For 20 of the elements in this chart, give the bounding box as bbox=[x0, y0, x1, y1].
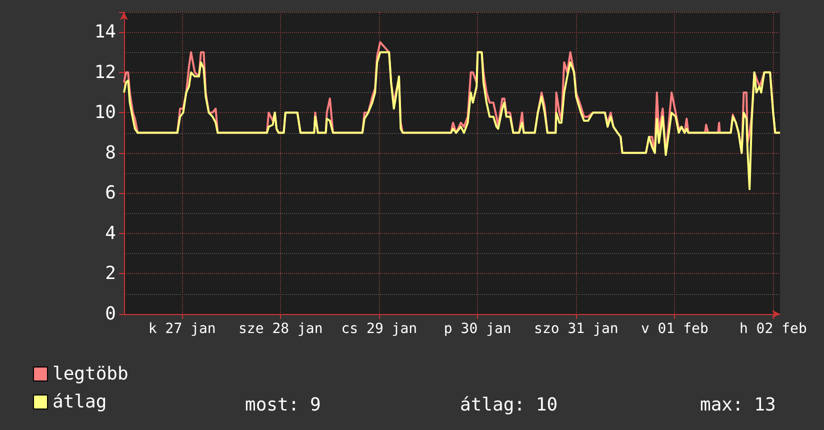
text: most: 9 bbox=[245, 394, 321, 416]
x-tick-label: szo 31 jan bbox=[534, 321, 618, 337]
y-tick-label: 6 bbox=[105, 182, 116, 204]
x-tick-label: v 01 feb bbox=[640, 321, 708, 337]
x-tick-label: h 02 feb bbox=[739, 321, 807, 337]
legend-label: legtöbb bbox=[52, 364, 128, 384]
text: átlag: 10 bbox=[460, 394, 558, 416]
y-tick-label: 4 bbox=[105, 222, 116, 244]
text: max: 13 bbox=[700, 394, 776, 416]
y-tick-label: 12 bbox=[94, 62, 116, 83]
x-tick-label: k 27 jan bbox=[148, 321, 216, 337]
y-tick-label: 14 bbox=[94, 22, 116, 43]
legend-label: átlag bbox=[52, 392, 107, 412]
y-tick-label: 2 bbox=[105, 263, 116, 284]
y-tick-label: 8 bbox=[105, 142, 116, 164]
x-tick-label: p 30 jan bbox=[444, 321, 512, 337]
y-tick-label: 0 bbox=[105, 304, 116, 324]
x-tick-label: cs 29 jan bbox=[341, 321, 418, 337]
y-tick-label: 10 bbox=[94, 102, 116, 124]
x-tick-label: sze 28 jan bbox=[238, 321, 323, 337]
